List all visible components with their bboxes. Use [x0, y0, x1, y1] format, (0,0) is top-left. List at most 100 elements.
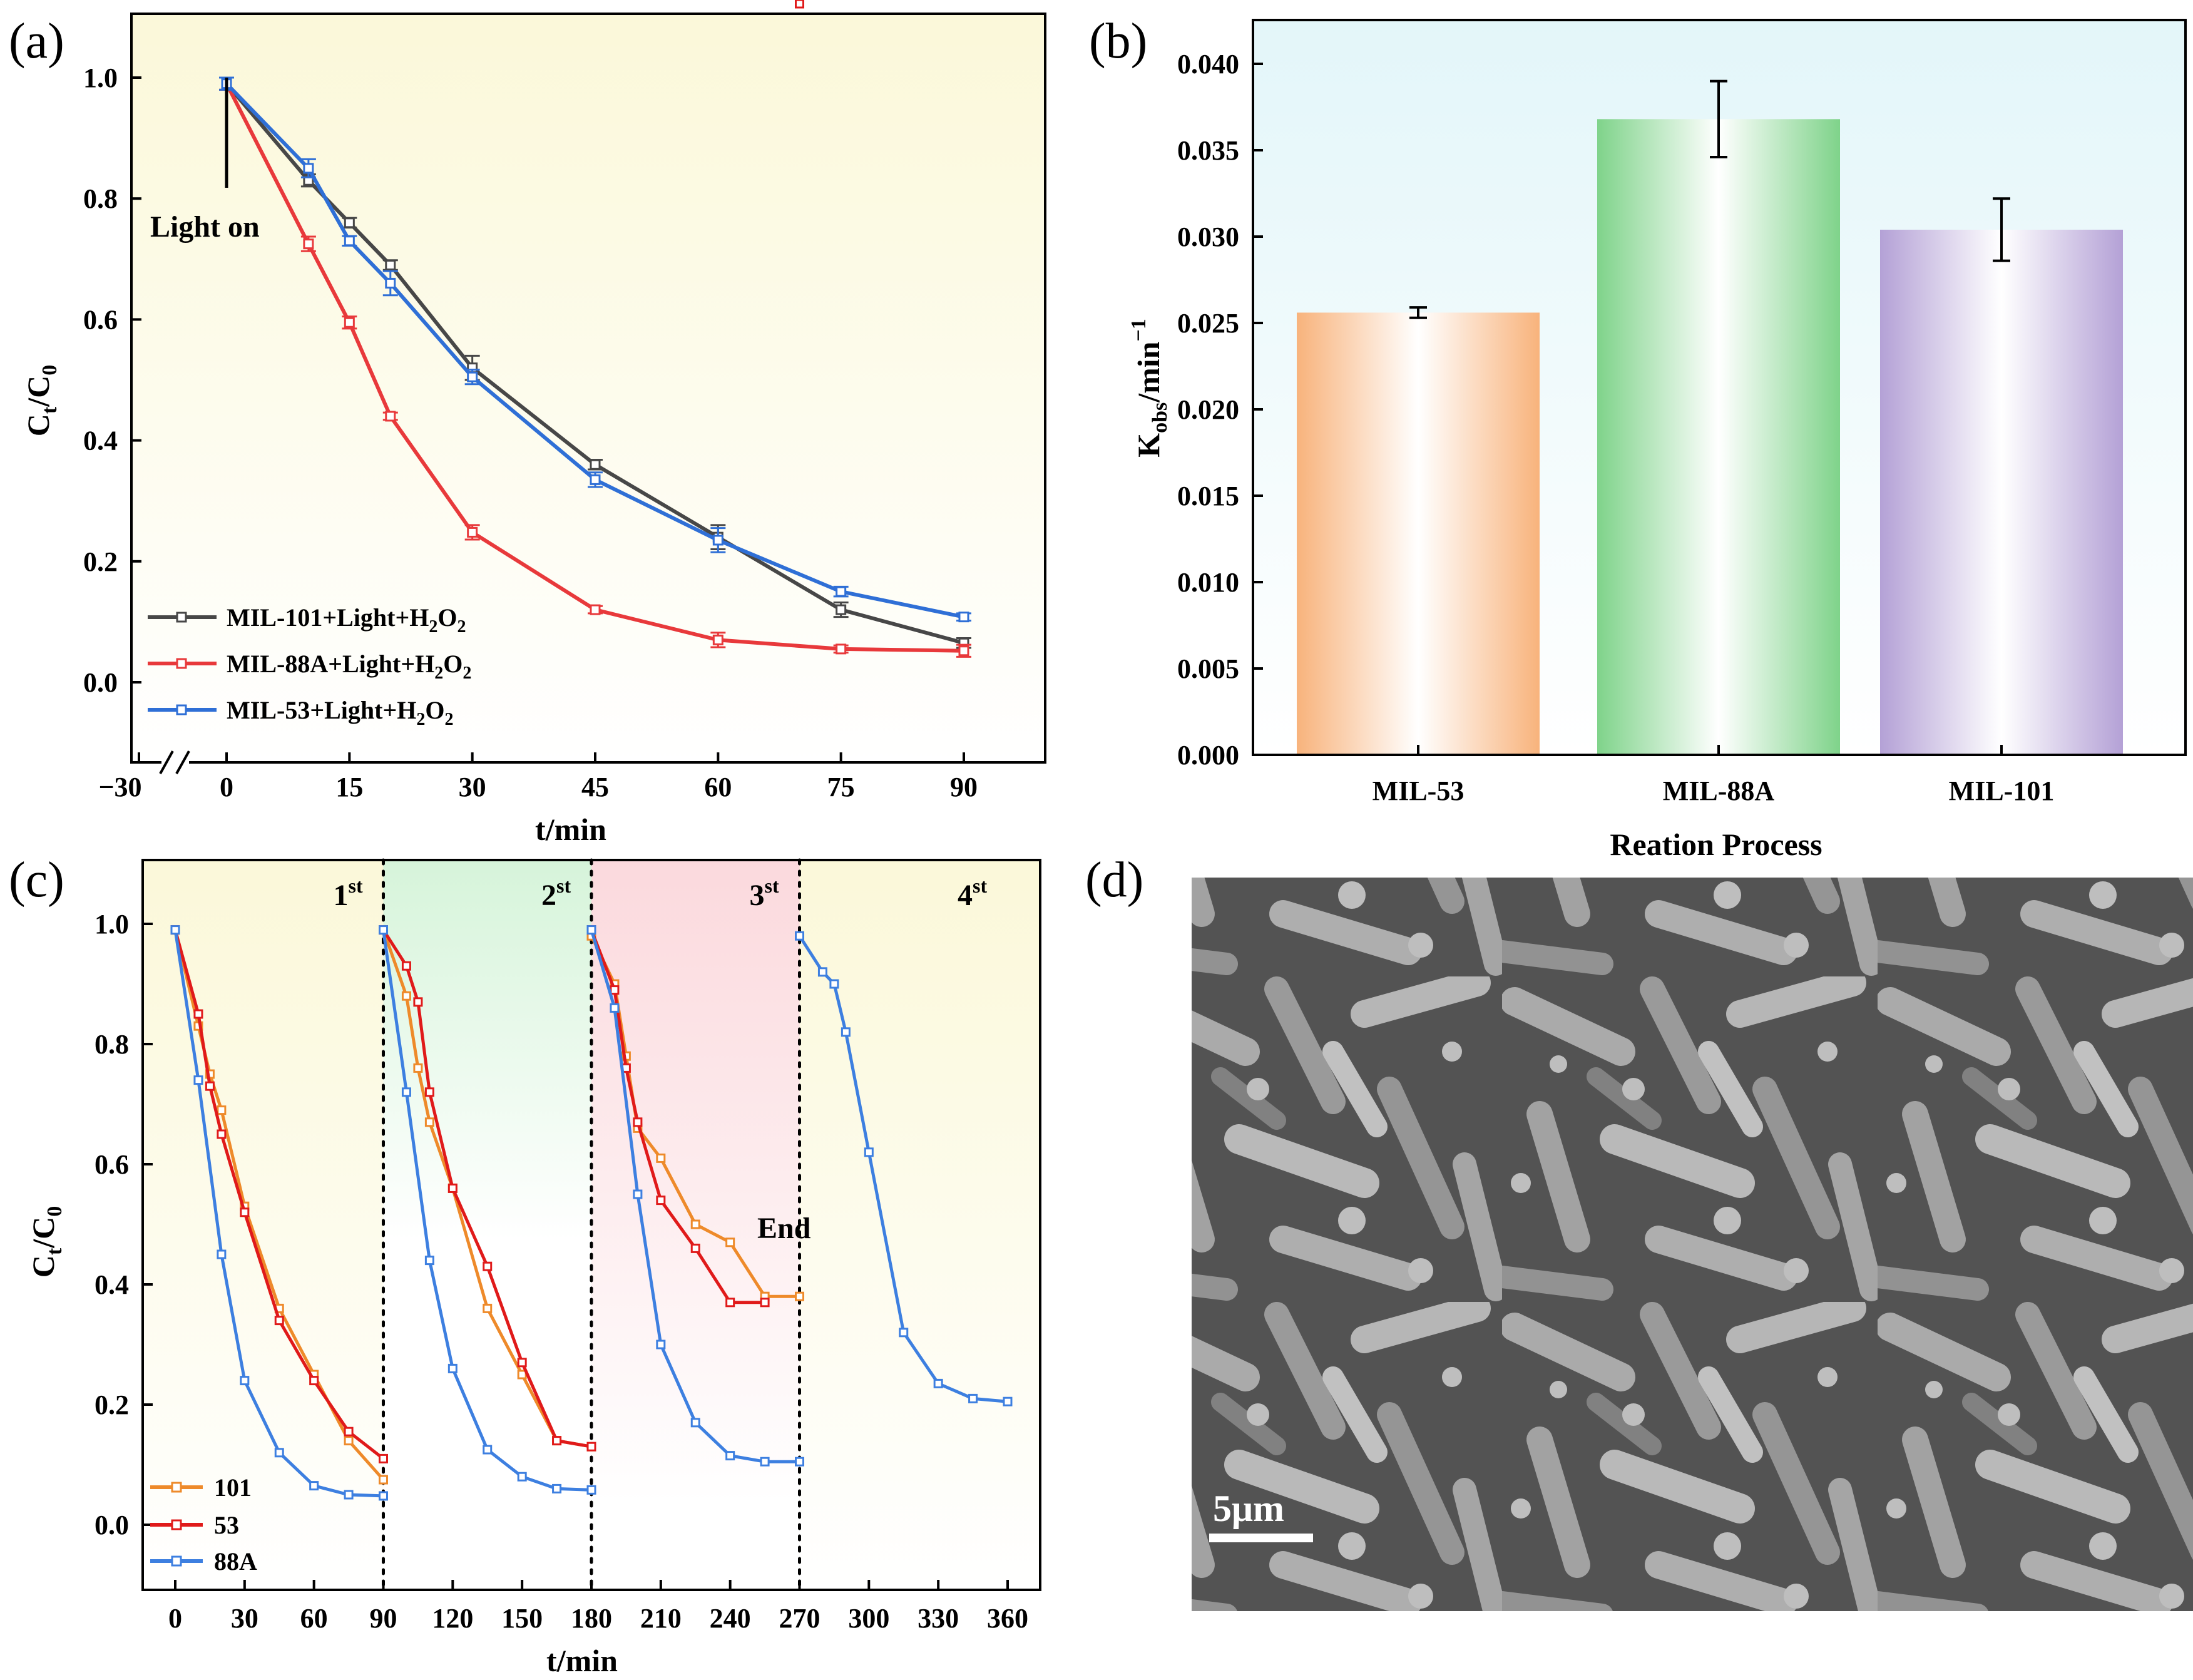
panel-a-x-title: t/min — [535, 812, 606, 847]
a-data-point — [958, 612, 969, 623]
a-data-point — [344, 235, 355, 247]
c-data-point — [483, 1261, 493, 1271]
c-data-point — [309, 1376, 319, 1386]
panel-c-y-title: Ct/C0 — [26, 1206, 66, 1278]
c-data-point — [240, 1207, 250, 1217]
scale-bar — [1209, 1534, 1313, 1542]
c-x-tick-label: 360 — [987, 1603, 1028, 1634]
svg-text:MIL-88A+Light+H2O2: MIL-88A+Light+H2O2 — [227, 650, 471, 683]
panel-c-cycle-labels: 1st 2st 3st 4st — [334, 874, 988, 912]
c-data-point — [690, 1243, 700, 1253]
a-data-point — [958, 645, 969, 657]
panel-c-y-ticks: 0.0 0.2 0.4 0.6 0.8 1.0 — [95, 909, 153, 1540]
panel-b-letter: (b) — [1089, 14, 1147, 69]
a-data-point — [303, 238, 314, 250]
panel-c-y-title-slash: /C — [26, 1217, 61, 1249]
b-y-tick-label: 0.015 — [1177, 481, 1239, 511]
panel-c-x-ticks: 0 30 60 90 120 150 180 210 240 270 300 330 360 — [168, 1580, 1028, 1634]
b-y-tick-label: 0.040 — [1177, 49, 1239, 79]
c-data-point — [586, 1485, 596, 1495]
c-data-point — [401, 1087, 411, 1097]
c-y-tick-label: 1.0 — [95, 909, 129, 940]
c-data-point — [309, 1481, 319, 1491]
a-x-tick-label: 0 — [220, 772, 233, 802]
c-x-tick-label: 90 — [370, 1603, 397, 1634]
c-x-tick-label: 180 — [571, 1603, 612, 1634]
sem-image-shade — [1192, 878, 2193, 1611]
c-data-point — [344, 1436, 354, 1446]
c-series-line — [590, 929, 765, 1304]
panel-b-y-title-sub: obs — [1148, 402, 1172, 433]
panel-c-background — [143, 860, 1040, 1590]
axis-break — [159, 750, 190, 774]
c-data-point — [725, 1298, 735, 1308]
c-series-88A — [170, 925, 1013, 1501]
legend-label-53: 53 — [214, 1511, 239, 1539]
c-x-tick-label: 0 — [168, 1603, 182, 1634]
legend-label-mil88a: MIL-88A+Light+H — [227, 650, 434, 678]
c-series-line — [590, 929, 800, 1463]
a-y-tick-label: 0.4 — [83, 426, 118, 456]
sem-image — [1192, 878, 2193, 1611]
bar-mil-101 — [1880, 229, 2123, 755]
c-x-tick-label: 300 — [848, 1603, 889, 1634]
panel-b: (b) 0.0000.0050.0100.0150.0200.0250.0300… — [1089, 14, 2187, 862]
panel-c-y-title-sub0: 0 — [43, 1206, 66, 1217]
c-data-point — [344, 1490, 354, 1500]
c-data-point — [170, 925, 180, 935]
b-x-tick-label: MIL-101 — [1949, 776, 2055, 806]
legend-mid-mil88a: O — [443, 650, 463, 678]
c-x-tick-label: 120 — [432, 1603, 473, 1634]
cycle-1-region — [143, 860, 384, 1590]
panel-a-y-title-slash: /C — [21, 376, 56, 407]
legend-item-101: 101 — [150, 1473, 252, 1502]
a-y-tick-label: 0.2 — [83, 546, 118, 577]
panel-b-x-title: Reation Process — [1610, 827, 1822, 862]
cycle-label-num: 3 — [750, 879, 765, 912]
c-data-point — [447, 1183, 458, 1193]
c-data-point — [274, 1448, 284, 1458]
c-data-point — [217, 1249, 227, 1259]
panel-a-letter: (a) — [9, 14, 64, 69]
c-data-point — [424, 1087, 434, 1097]
panel-b-y-ticks: 0.000 0.005 0.010 0.015 0.020 0.025 0.030 0.035… — [1177, 49, 1263, 771]
c-data-point — [795, 931, 804, 941]
legend-label-88a: 88A — [214, 1547, 257, 1575]
c-data-point — [760, 1457, 770, 1467]
c-data-point — [379, 925, 388, 935]
c-data-point — [193, 1009, 203, 1019]
c-data-point — [795, 0, 804, 9]
legend-item-mil101: MIL-101+Light+H2O2 — [148, 603, 466, 637]
b-y-tick-label: 0.000 — [1177, 740, 1239, 771]
c-data-point — [795, 1457, 804, 1467]
c-data-point — [447, 1363, 458, 1373]
panel-a-x-ticks: −30 0 15 30 45 60 75 90 — [98, 752, 978, 802]
c-y-tick-label: 0.4 — [95, 1269, 129, 1300]
c-data-point — [656, 1339, 666, 1350]
c-data-point — [240, 1376, 250, 1386]
b-y-tick-label: 0.025 — [1177, 308, 1239, 339]
c-data-point — [864, 1147, 874, 1157]
panel-d-letter: (d) — [1085, 853, 1143, 908]
c-data-point — [829, 979, 839, 989]
a-x-tick-label: 15 — [335, 772, 363, 802]
c-data-point — [344, 1426, 354, 1437]
legend-item-88a: 88A — [150, 1547, 257, 1575]
c-data-point — [586, 925, 596, 935]
panel-b-y-title-main: K — [1131, 433, 1166, 458]
c-data-point — [401, 961, 411, 971]
panel-a-y-ticks: 0.0 0.2 0.4 0.6 0.8 1.0 — [83, 63, 141, 698]
c-x-tick-label: 330 — [918, 1603, 959, 1634]
c-data-point — [379, 1475, 388, 1485]
b-x-tick-label: MIL-88A — [1663, 776, 1775, 806]
a-x-tick-label: 60 — [704, 772, 732, 802]
c-y-tick-label: 0.8 — [95, 1029, 129, 1060]
a-y-tick-label: 0.0 — [83, 667, 118, 698]
a-data-point — [836, 604, 847, 615]
panel-c-letter: (c) — [9, 853, 64, 908]
c-data-point — [552, 1483, 562, 1493]
panel-a-y-title-sub: t — [38, 406, 61, 414]
c-x-tick-label: 150 — [501, 1603, 543, 1634]
c-data-point — [517, 1358, 527, 1368]
c-data-point — [633, 1117, 643, 1127]
